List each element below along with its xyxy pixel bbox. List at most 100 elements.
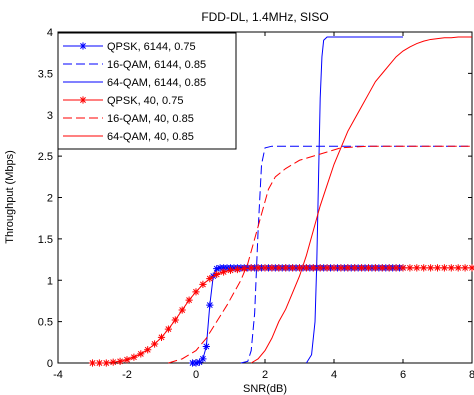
data-point [137,350,145,358]
x-tick-label: 4 [331,369,337,381]
legend-label: 64-QAM, 40, 0.85 [107,131,194,143]
data-point [468,264,474,272]
data-point [289,264,297,272]
y-tick-label: 2.5 [38,151,53,163]
legend-entry: 16-QAM, 40, 0.85 [63,113,194,125]
data-point [185,296,193,304]
data-point [109,358,117,366]
data-point [413,264,421,272]
series-line [168,145,472,364]
data-point [247,264,255,272]
data-point [157,333,166,341]
data-point [206,274,214,283]
series-layer [88,36,474,367]
legend-label: 64-QAM, 6144, 0.85 [107,77,206,89]
data-point [427,264,435,272]
data-point [358,264,366,272]
data-point [433,264,442,272]
data-point [116,357,124,365]
y-tick-label: 3.5 [38,68,53,80]
data-point [233,265,241,274]
data-point [295,264,304,272]
data-point [364,264,373,272]
data-point [88,359,97,367]
data-point [302,264,310,272]
data-point [226,266,235,274]
legend-entry: 64-QAM, 40, 0.85 [63,131,194,143]
series-line [240,145,472,364]
y-tick-label: 0.5 [38,317,53,329]
data-point [95,359,103,367]
data-point [213,265,221,273]
data-point [323,264,331,272]
data-point [399,264,407,272]
data-point [392,264,400,272]
y-tick-label: 1.5 [38,234,53,246]
data-point [268,264,276,272]
data-point [151,340,159,348]
legend-label: QPSK, 6144, 0.75 [107,41,196,53]
chart-title: FDD-DL, 1.4MHz, SISO [201,10,328,24]
data-point [406,264,414,272]
data-point [344,264,352,272]
x-tick-label: 0 [193,369,199,381]
data-point [171,316,179,324]
x-axis-label: SNR(dB) [243,383,287,395]
data-point [371,264,379,272]
legend-entry: 64-QAM, 6144, 0.85 [63,77,206,89]
y-tick-label: 3 [47,110,53,122]
data-point [213,270,221,279]
legend-label: 16-QAM, 40, 0.85 [107,113,194,125]
data-point [440,264,448,272]
legend: QPSK, 6144, 0.75 16-QAM, 6144, 0.85 64-QAM… [57,32,237,150]
data-point [275,264,283,272]
data-point [309,264,317,272]
data-point [164,325,172,333]
y-tick-label: 4 [47,27,53,39]
axis-ticks: -4 -2 0 2 4 6 8 0 0.5 1 1.5 2 2.5 3 3.5 4 [38,27,474,381]
data-point [199,280,207,288]
data-point [195,358,204,366]
legend-entry: 16-QAM, 6144, 0.85 [63,59,206,71]
series-4 [88,264,474,367]
data-point [144,346,152,354]
legend-entry: QPSK, 40, 0.75 [63,95,183,107]
x-tick-label: 8 [469,369,474,381]
data-point [178,306,186,314]
data-point [385,264,393,272]
series-6 [250,36,472,364]
series-line [305,36,403,364]
legend-box [57,32,237,150]
series-5 [168,145,472,364]
data-point [461,264,469,272]
legend-label: QPSK, 40, 0.75 [107,95,183,107]
data-point [378,264,386,272]
y-axis-label: Throughput (Mbps) [4,150,16,244]
data-point [337,264,345,272]
y-tick-label: 0 [47,358,53,370]
data-point [206,301,214,309]
series-3 [305,36,403,364]
data-point [351,264,359,272]
y-tick-label: 1 [47,275,53,287]
data-point [282,264,290,272]
series-line [250,36,472,364]
data-point [420,264,428,272]
data-point [192,288,200,296]
series-2 [240,145,472,364]
data-point [240,265,248,273]
x-tick-label: -2 [122,369,132,381]
data-point [123,356,131,364]
x-tick-label: 2 [262,369,268,381]
data-point [102,359,110,367]
data-point [79,96,87,104]
y-tick-label: 2 [47,193,53,205]
data-point [447,264,455,272]
x-tick-label: 6 [400,369,406,381]
data-point [254,264,262,272]
x-tick-label: -4 [53,369,63,381]
data-point [199,355,207,363]
data-point [79,42,87,50]
data-point [454,264,462,272]
